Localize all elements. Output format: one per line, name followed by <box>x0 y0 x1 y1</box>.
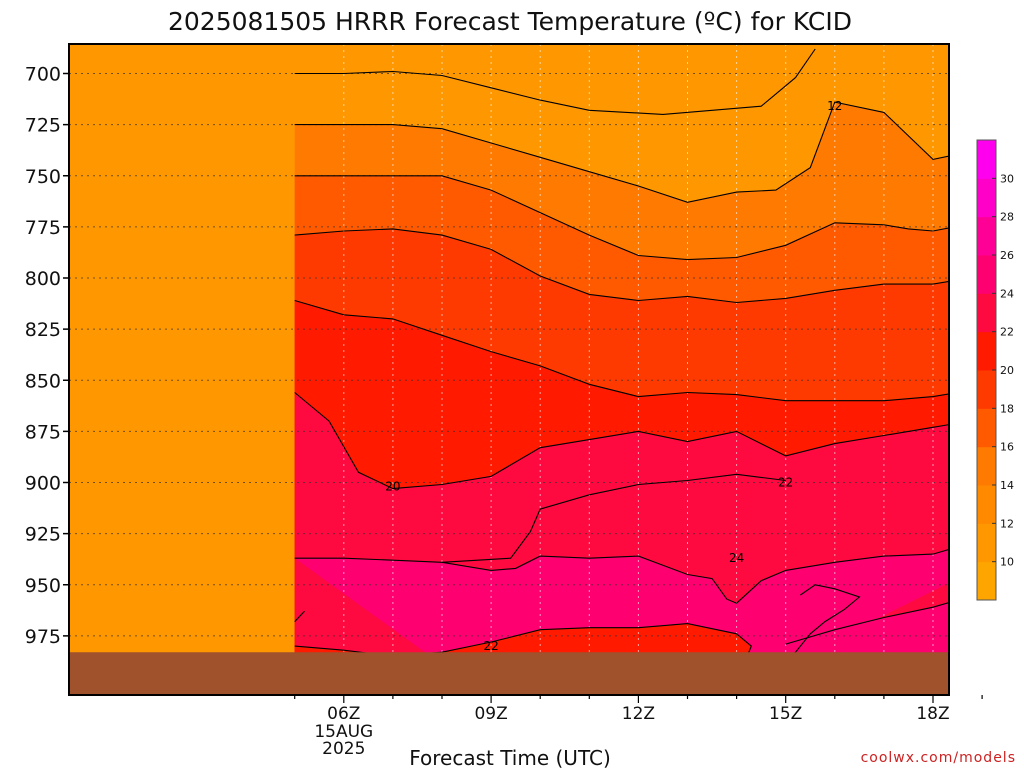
y-tick-label: 875 <box>25 421 61 443</box>
isotherm-24 <box>441 473 786 563</box>
x-tick-label: 15Z <box>769 704 802 724</box>
isotherm-24 <box>785 584 861 661</box>
isotherm-12 <box>1007 49 1024 61</box>
temperature-band <box>954 593 1024 700</box>
colorbar-swatch <box>977 178 996 218</box>
x-axis-ticks: 06Z15AUG202509Z12Z15Z18Z21Z <box>294 695 983 759</box>
colorbar-swatch <box>977 370 996 409</box>
x-tick-sublabel: 15AUG <box>314 722 373 742</box>
colorbar-swatch <box>977 255 996 294</box>
isotherm-22 <box>294 392 949 490</box>
temperature-band <box>785 584 860 665</box>
colorbar-label: 20 <box>1000 364 1014 377</box>
colorbar-swatch <box>977 485 996 524</box>
x-tick-label: 09Z <box>474 704 507 724</box>
y-tick-label: 950 <box>25 575 61 597</box>
colorbar-swatch <box>977 446 996 486</box>
colorbar-swatch <box>977 523 996 563</box>
x-tick-label: 06Z <box>327 704 360 724</box>
colorbar-label: 12 <box>1000 517 1014 530</box>
isotherm-24 <box>785 601 949 645</box>
colorbar-label: 30 <box>1000 172 1014 185</box>
plot-frame <box>68 43 950 696</box>
contour-label: 22 <box>483 639 498 653</box>
colorbar-label: 14 <box>1000 479 1014 492</box>
colorbar-label: 28 <box>1000 211 1014 224</box>
y-tick-label: 850 <box>25 370 61 392</box>
colorbar-label: 16 <box>1000 441 1014 454</box>
chart-title: 2025081505 HRRR Forecast Temperature (ºC… <box>168 7 852 36</box>
temperature-band <box>954 636 1024 700</box>
isotherm-12 <box>294 48 816 115</box>
isotherm-22 <box>294 548 949 604</box>
contour-label: 22 <box>778 476 793 490</box>
colorbar-label: 10 <box>1000 556 1014 569</box>
colorbar-swatch <box>977 140 996 179</box>
y-tick-label: 750 <box>25 166 61 188</box>
y-axis-ticks: 700 725 750 775 800 825 850 875 900 925 950 975 <box>25 64 69 648</box>
y-tick-label: 925 <box>25 524 61 546</box>
isotherm-14 <box>294 101 949 203</box>
contour-label: 12 <box>827 99 842 113</box>
contour-labels: 12 20 22 24 22 <box>385 99 842 653</box>
contour-label: 24 <box>729 551 744 565</box>
isotherm-20 <box>294 299 949 402</box>
y-tick-label: 975 <box>25 626 61 648</box>
isotherm-18 <box>294 228 949 304</box>
y-tick-label: 825 <box>25 319 61 341</box>
x-tick-label: 12Z <box>622 704 655 724</box>
colorbar: 10 12 14 16 18 20 22 24 26 28 30 <box>976 139 1014 601</box>
x-tick-sublabel: 2025 <box>322 739 365 759</box>
grid-lines <box>69 44 949 695</box>
isotherm-16 <box>294 175 949 261</box>
colorbar-label: 26 <box>1000 249 1014 262</box>
y-tick-label: 725 <box>25 115 61 137</box>
isotherm-28 <box>992 636 1024 659</box>
colorbar-swatch <box>977 293 996 333</box>
isotherm-20 <box>294 610 305 622</box>
temperature-band <box>1007 39 1024 61</box>
ground-surface <box>69 652 949 695</box>
colorbar-swatch <box>977 331 996 371</box>
colorbar-label: 18 <box>1000 402 1014 415</box>
colorbar-swatch <box>977 561 996 601</box>
colorbar-label: 22 <box>1000 326 1014 339</box>
x-tick-label: 18Z <box>916 704 949 724</box>
temperature-fill-bands <box>69 39 1024 700</box>
colorbar-swatch <box>977 216 996 256</box>
y-tick-label: 700 <box>25 64 61 86</box>
site-credit: coolwx.com/models <box>860 750 1016 766</box>
x-axis-title: Forecast Time (UTC) <box>409 746 611 768</box>
colorbar-label: 24 <box>1000 287 1014 300</box>
contour-label: 20 <box>385 480 400 494</box>
isotherm-contours <box>294 48 1024 661</box>
isotherm-26 <box>958 593 1024 659</box>
y-tick-label: 775 <box>25 217 61 239</box>
ground-fill <box>69 652 949 695</box>
colorbar-swatch <box>977 408 996 448</box>
y-tick-label: 800 <box>25 268 61 290</box>
plot-area: 12 20 22 24 22 <box>69 39 1024 700</box>
y-tick-label: 900 <box>25 473 61 495</box>
